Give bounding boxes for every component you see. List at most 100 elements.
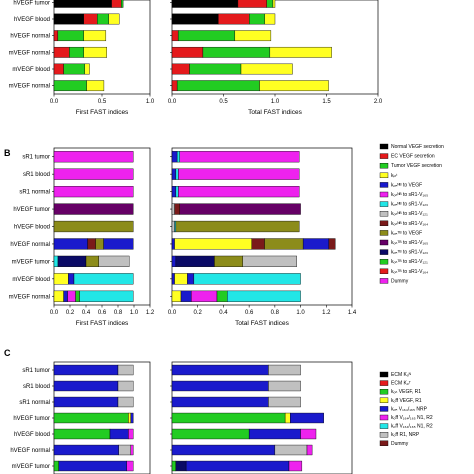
x-tick-label-B-right-0: 0.0 xyxy=(168,310,177,316)
legend-swatch-C-6 xyxy=(379,423,389,429)
bar-segment-B-right-4-2 xyxy=(175,220,300,233)
bar-segment-B-right-1-1 xyxy=(175,168,179,180)
bar-segment-C-right-0-1 xyxy=(268,364,301,376)
x-tick-label-A-left-1: 0.5 xyxy=(98,99,107,105)
legend-label-C-3: kₒff VEGF, R1 xyxy=(391,398,422,404)
bar-segment-C-left-1-0 xyxy=(53,380,119,392)
bar-segment-A-right-1-2 xyxy=(249,13,265,25)
bar-segment-A-left-3-1 xyxy=(69,46,84,58)
x-tick-label-B-left-6: 1.2 xyxy=(146,310,155,316)
bar-segment-C-right-6-3 xyxy=(288,460,303,472)
bar-segment-B-left-5-2 xyxy=(95,238,104,250)
bar-segment-A-right-2-2 xyxy=(234,30,272,42)
bar-segment-B-left-6-3 xyxy=(98,255,130,267)
bar-segment-C-right-3-2 xyxy=(290,412,324,424)
legend-label-B-12: kₒₙᵀᴮ to sR1-V₁₂₁ xyxy=(391,259,428,265)
x-tick-label-A-right-1: 0.5 xyxy=(219,99,228,105)
x-tick-label-B-right-6: 1.2 xyxy=(322,310,331,316)
bar-segment-B-right-5-3 xyxy=(264,238,304,250)
bar-segment-B-left-3-0 xyxy=(53,203,134,215)
bar-segment-B-right-6-1 xyxy=(175,255,215,267)
bar-segment-B-left-4-0 xyxy=(53,220,134,233)
bar-segment-C-left-3-2 xyxy=(130,412,134,424)
category-label-B-6: mVEGF tumor xyxy=(12,259,50,265)
category-label-C-4: hVEGF blood xyxy=(14,432,50,438)
bar-segment-A-left-0-1 xyxy=(111,0,122,8)
bar-segment-B-right-8-4 xyxy=(227,290,301,302)
legend-swatch-C-3 xyxy=(379,397,389,403)
legend-label-B-13: kₒₙᵀᴮ to sR1-V₁₆₄ xyxy=(391,269,428,275)
x-tick-label-A-right-2: 1.0 xyxy=(271,99,280,105)
bar-segment-B-right-0-0 xyxy=(171,151,178,163)
category-label-B-4: hVEGF blood xyxy=(14,225,50,231)
bar-segment-B-left-6-1 xyxy=(57,255,87,267)
bar-segment-A-right-1-1 xyxy=(218,13,250,25)
category-label-B-8: mVEGF normal xyxy=(9,294,50,300)
bar-segment-B-right-3-2 xyxy=(179,203,301,215)
bar-segment-B-right-3-1 xyxy=(174,203,180,215)
bar-segment-B-left-2-0 xyxy=(53,186,134,198)
category-label-B-7: mVEGF blood xyxy=(12,277,50,283)
bar-segment-A-left-4-1 xyxy=(63,63,85,75)
legend-label-C-5: kₒff V₁₆₄/₁₆₅ N1, R2 xyxy=(391,415,433,421)
bar-segment-A-right-0-3 xyxy=(272,0,276,8)
bar-segment-A-left-0-2 xyxy=(120,0,124,8)
legend-label-C-8: Dummy xyxy=(391,441,409,447)
x-tick-label-B-left-1: 0.2 xyxy=(66,310,75,316)
bar-segment-B-right-0-1 xyxy=(176,151,180,163)
bar-segment-C-left-2-1 xyxy=(117,396,134,408)
bar-segment-B-right-2-2 xyxy=(178,186,300,198)
bar-segment-B-right-7-0 xyxy=(171,273,175,285)
bar-segment-A-right-2-1 xyxy=(177,30,236,42)
legend-swatch-B-11 xyxy=(379,249,389,255)
bar-segment-A-left-5-1 xyxy=(86,80,105,92)
x-tick-label-B-left-5: 1.0 xyxy=(130,310,139,316)
x-axis-title-B-right: Total FAST indices xyxy=(235,320,289,327)
bar-segment-A-right-5-2 xyxy=(259,80,329,92)
bar-segment-A-right-4-0 xyxy=(171,63,190,75)
bar-segment-B-right-4-0 xyxy=(171,220,175,233)
bar-segment-B-left-7-1 xyxy=(68,273,75,285)
x-axis-title-A-left: First FAST indices xyxy=(76,109,129,116)
bar-segment-B-left-7-0 xyxy=(53,273,69,285)
category-label-C-0: sR1 tumor xyxy=(22,368,50,374)
bar-segment-B-right-7-2 xyxy=(187,273,195,285)
bar-segment-B-right-8-3 xyxy=(216,290,228,302)
bar-segment-B-right-8-0 xyxy=(171,290,182,302)
legend-label-B-7: kₒₙᴺᴮ to sR1-V₁₂₁ xyxy=(391,211,428,217)
panel-letter-B: B xyxy=(4,148,11,158)
bar-segment-B-right-6-0 xyxy=(171,255,177,267)
bar-segment-B-right-8-1 xyxy=(180,290,192,302)
bar-segment-C-left-0-1 xyxy=(117,364,134,376)
bar-segment-B-right-5-0 xyxy=(171,238,175,250)
bar-segment-C-left-1-1 xyxy=(117,380,134,392)
bar-segment-B-right-0-2 xyxy=(179,151,300,163)
legend-swatch-B-6 xyxy=(379,201,389,207)
category-label-A-4: mVEGF blood xyxy=(12,67,50,73)
bar-segment-C-right-4-1 xyxy=(248,428,301,440)
legend-swatch-B-10 xyxy=(379,239,389,246)
bar-segment-A-right-1-0 xyxy=(171,13,219,25)
bar-segment-C-left-3-0 xyxy=(53,412,129,424)
bar-segment-B-left-8-3 xyxy=(75,290,80,302)
x-tick-label-B-right-5: 1.0 xyxy=(296,310,305,316)
x-tick-label-B-right-2: 0.4 xyxy=(219,310,228,316)
bar-segment-A-left-2-2 xyxy=(83,30,107,42)
category-label-C-5: hVEGF normal xyxy=(10,448,50,454)
bar-segment-B-left-6-2 xyxy=(85,255,100,267)
legend-swatch-B-1 xyxy=(379,153,389,159)
bar-segment-C-left-4-2 xyxy=(128,428,134,440)
bar-segment-C-right-4-0 xyxy=(171,428,250,440)
category-label-A-2: hVEGF normal xyxy=(10,34,50,40)
x-tick-label-B-left-0: 0.0 xyxy=(50,310,59,316)
bar-segment-B-left-5-0 xyxy=(53,238,88,250)
bar-segment-A-right-3-1 xyxy=(202,46,271,58)
legend-swatch-B-0 xyxy=(379,143,389,150)
bar-segment-C-right-6-0 xyxy=(171,460,177,472)
legend-swatch-C-4 xyxy=(379,406,389,412)
category-label-A-3: mVEGF normal xyxy=(9,50,50,56)
legend-label-C-6: kₒff V₁₆₄/₁₆₅ N1, R2 xyxy=(391,424,433,430)
bar-segment-B-right-8-2 xyxy=(191,290,218,302)
legend-label-B-9: kₒₙᵀᴮ to VEGF xyxy=(391,230,422,236)
